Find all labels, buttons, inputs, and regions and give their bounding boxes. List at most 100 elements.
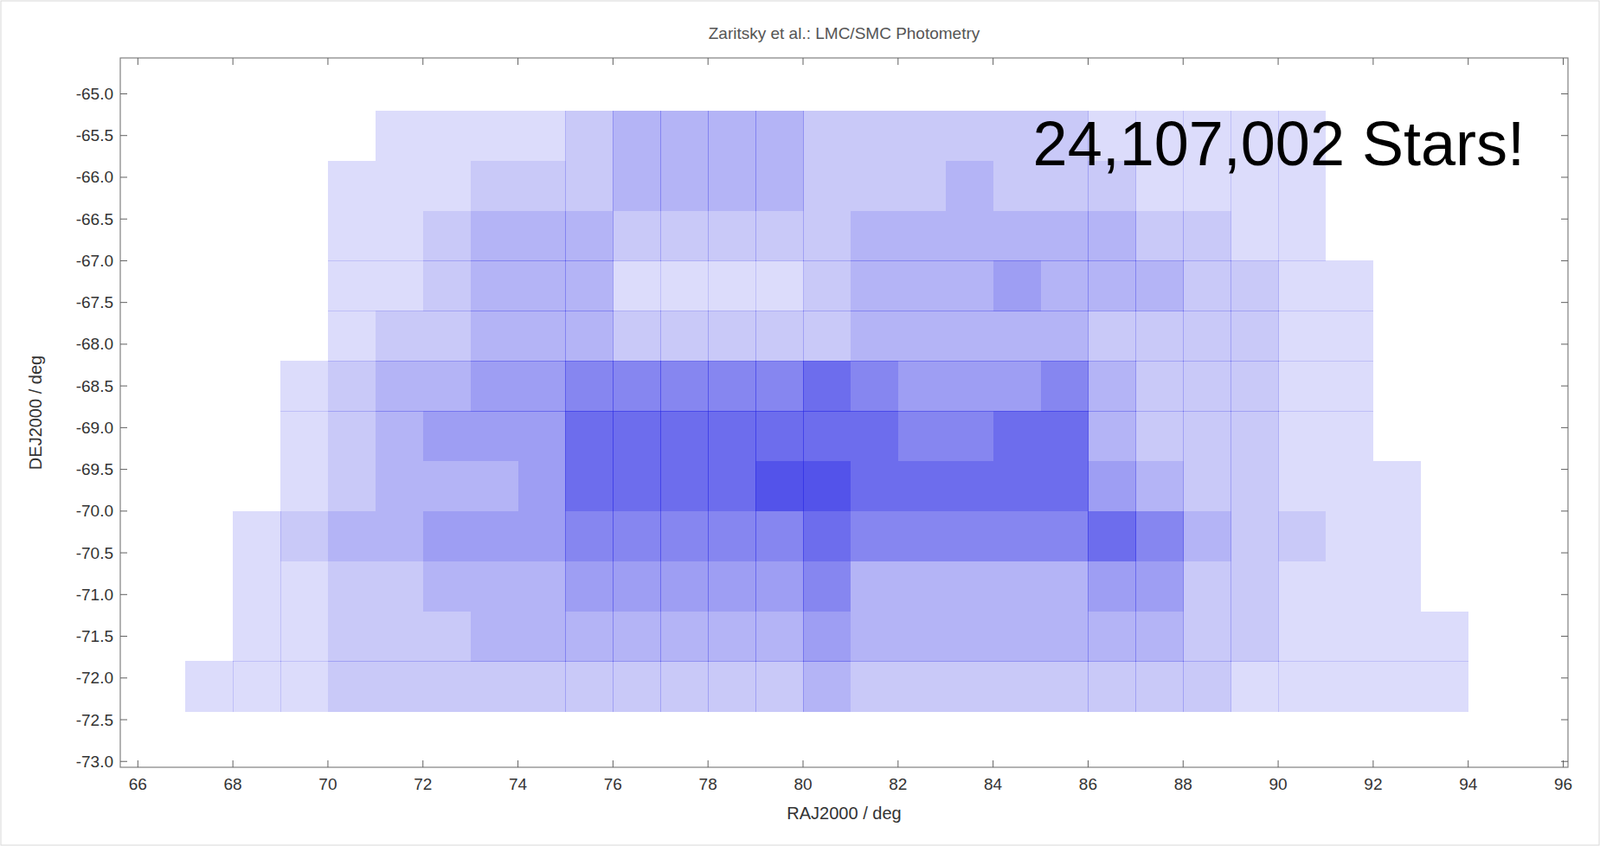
- density-cell: [423, 511, 471, 562]
- density-cell: [518, 611, 566, 662]
- density-cell: [1325, 360, 1374, 412]
- density-cell: [1182, 611, 1231, 662]
- y-tick: [1561, 218, 1568, 220]
- x-tick-label: 80: [793, 775, 812, 794]
- density-cell: [803, 360, 851, 412]
- density-cell: [707, 511, 756, 562]
- density-cell: [1087, 511, 1136, 562]
- y-tick-label: -73.0: [76, 752, 114, 772]
- density-cell: [993, 360, 1041, 412]
- density-cell: [803, 310, 851, 361]
- density-cell: [1135, 360, 1183, 412]
- x-tick: [422, 760, 424, 768]
- density-cell: [803, 661, 851, 712]
- density-cell: [1040, 310, 1089, 361]
- density-cell: [898, 260, 946, 311]
- x-tick: [1467, 760, 1469, 768]
- density-cell: [565, 211, 613, 262]
- density-cell: [850, 360, 899, 412]
- title: Zaritsky et al.: LMC/SMC Photometry: [708, 24, 981, 43]
- x-tick: [897, 57, 899, 65]
- density-cell: [707, 461, 756, 512]
- density-cell: [1230, 310, 1279, 361]
- y-tick-label: -71.5: [76, 627, 114, 646]
- density-cell: [565, 511, 613, 562]
- density-cell: [1373, 461, 1421, 512]
- density-cell: [375, 211, 424, 262]
- density-cell: [1278, 211, 1326, 262]
- density-cell: [612, 110, 661, 161]
- density-cell: [612, 211, 661, 262]
- y-tick: [120, 719, 128, 721]
- density-cell: [1373, 661, 1421, 712]
- density-cell: [898, 310, 946, 361]
- density-cell: [1040, 661, 1089, 712]
- x-tick: [1278, 760, 1279, 768]
- density-cell: [1325, 310, 1374, 361]
- density-cell: [1087, 211, 1136, 262]
- density-cell: [1182, 310, 1231, 361]
- x-tick: [517, 57, 519, 65]
- x-tick: [1182, 760, 1184, 768]
- density-cell: [375, 461, 424, 512]
- density-cell: [518, 561, 566, 612]
- density-cell: [470, 110, 519, 161]
- x-tick: [1182, 57, 1184, 65]
- density-cell: [375, 360, 424, 412]
- y-tick: [1561, 469, 1568, 470]
- density-cell: [470, 411, 519, 462]
- density-cell: [1087, 561, 1136, 612]
- density-cell: [518, 661, 566, 712]
- y-tick-label: -70.5: [76, 544, 114, 563]
- y-tick: [120, 761, 128, 763]
- density-cell: [993, 611, 1041, 662]
- density-cell: [707, 110, 756, 161]
- density-cell: [1087, 260, 1136, 311]
- x-tick: [1278, 57, 1279, 65]
- y-tick-label: -66.5: [76, 210, 114, 229]
- density-cell: [1373, 561, 1421, 612]
- y-tick: [120, 260, 128, 262]
- density-cell: [660, 611, 708, 662]
- density-cell: [565, 661, 613, 712]
- density-cell: [755, 211, 804, 262]
- y-axis-title: DEJ2000 / deg: [25, 355, 45, 470]
- density-cell: [1182, 461, 1231, 512]
- x-tick: [803, 760, 804, 768]
- density-cell: [423, 360, 471, 412]
- density-cell: [755, 511, 804, 562]
- density-cell: [707, 561, 756, 612]
- density-cell: [423, 661, 471, 712]
- density-cell: [518, 511, 566, 562]
- density-cell: [327, 661, 376, 712]
- y-tick: [120, 552, 128, 554]
- x-tick-label: 84: [983, 775, 1003, 794]
- cells: [185, 110, 1469, 713]
- density-cell: [1278, 511, 1326, 562]
- y-tick: [1561, 677, 1568, 679]
- density-cell: [850, 160, 899, 212]
- density-cell: [660, 411, 708, 462]
- y-tick: [1561, 636, 1568, 637]
- density-cell: [755, 611, 804, 662]
- density-cell: [423, 211, 471, 262]
- density-cell: [945, 310, 994, 361]
- density-cell: [898, 611, 946, 662]
- density-cell: [755, 310, 804, 361]
- density-cell: [1278, 461, 1326, 512]
- density-cell: [1325, 661, 1374, 712]
- x-tick-label: 68: [224, 775, 243, 794]
- density-cell: [850, 561, 899, 612]
- y-tick-label: -71.0: [76, 585, 114, 605]
- density-cell: [803, 260, 851, 311]
- x-tick: [1562, 57, 1564, 65]
- y-tick: [1561, 260, 1568, 262]
- density-cell: [707, 411, 756, 462]
- x-tick: [137, 760, 139, 768]
- density-cell: [803, 211, 851, 262]
- y-tick: [120, 93, 128, 95]
- density-cell: [1182, 661, 1231, 712]
- y-tick-label: -69.5: [76, 460, 114, 479]
- density-cell: [1230, 611, 1279, 662]
- density-cell: [850, 260, 899, 311]
